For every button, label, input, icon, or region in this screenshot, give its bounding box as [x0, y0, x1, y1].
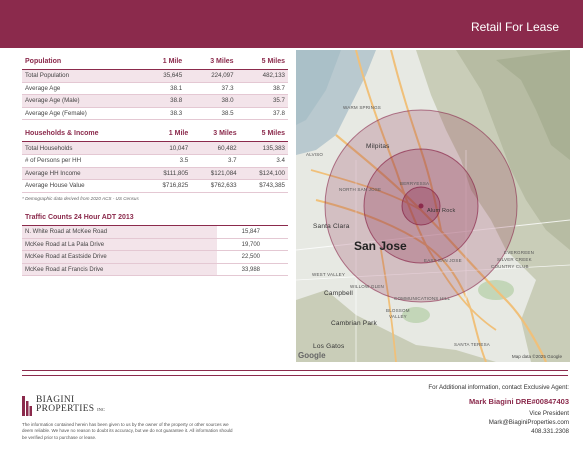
- map-label: Cambrian Park: [331, 320, 377, 327]
- traffic-table: N. White Road at McKee Road 15,847 McKee…: [22, 225, 288, 277]
- google-logo: Google: [298, 351, 326, 360]
- table-row: Average HH Income $111,805 $121,084 $124…: [22, 167, 288, 181]
- company-logo: BIAGINI PROPERTIES INC: [22, 394, 132, 418]
- agent-email[interactable]: Mark@BiaginiProperties.com: [488, 419, 569, 426]
- freeway-17: [380, 249, 397, 362]
- col-1-mile: 1 Mile: [140, 58, 186, 70]
- contact-intro: For Additional information, contact Excl…: [428, 384, 569, 391]
- col-5-miles: 5 Miles: [236, 58, 288, 70]
- map-label: WEST VALLEY: [312, 272, 346, 277]
- logo-mark-icon: [22, 396, 32, 416]
- col-3-miles: 3 Miles: [185, 58, 237, 70]
- map-label: SILVER CREEK: [497, 257, 532, 262]
- map-label: San Jose: [354, 239, 407, 253]
- map-label: SANTA TERESA: [454, 342, 490, 347]
- map-label: VALLEY: [389, 314, 407, 319]
- table-row: Average House Value $716,825 $762,633 $7…: [22, 179, 288, 193]
- table-row: N. White Road at McKee Road 15,847: [22, 225, 288, 239]
- header-band: Retail For Lease: [0, 0, 583, 48]
- map-label: Milpitas: [366, 143, 390, 150]
- map-graphic: [296, 50, 570, 362]
- map-label: Campbell: [324, 290, 354, 297]
- table-row: Total Population 35,645 224,097 482,133: [22, 69, 288, 83]
- table-row: Total Households 10,047 60,482 135,383: [22, 141, 288, 155]
- logo-line2: PROPERTIES INC: [36, 404, 105, 414]
- table-row: Average Age (Female) 38.3 38.5 37.8: [22, 107, 288, 121]
- map-label: COMMUNICATIONS HILL: [394, 296, 451, 301]
- census-footnote: * Demographic data derived from 2020 ACS…: [22, 195, 139, 201]
- map-label: EVERGREEN: [504, 250, 535, 255]
- col-1-mile: 1 Mile: [142, 130, 192, 143]
- map-label: WILLOW GLEN: [350, 284, 384, 289]
- map-label: Los Gatos: [313, 343, 345, 350]
- demographics-panel: Population 1 Mile 3 Miles 5 Miles Total …: [22, 58, 288, 277]
- freeway-680: [390, 50, 442, 231]
- footer-divider: [22, 370, 568, 376]
- map-label: BLOSSOM: [386, 308, 410, 313]
- table-row: McKee Road at La Pala Drive 19,700: [22, 238, 288, 252]
- map-label: BERRYESSA: [400, 181, 430, 186]
- disclaimer: The information contained herein has bee…: [22, 422, 233, 440]
- park: [402, 307, 430, 323]
- map-label: Alum Rock: [427, 208, 456, 214]
- bay-water-deep: [296, 50, 341, 125]
- agent-phone[interactable]: 408.331.2308: [531, 428, 569, 435]
- map-label: ALVISO: [306, 152, 324, 157]
- east-hills-peak: [496, 50, 570, 160]
- map-label: Santa Clara: [313, 223, 350, 230]
- map-label: NORTH SAN JOSE: [339, 187, 382, 192]
- agent-name: Mark Biagini DRE#00847403: [468, 397, 569, 406]
- page-title: Retail For Lease: [470, 20, 559, 34]
- table-row: McKee Road at Eastside Drive 22,500: [22, 250, 288, 264]
- table-row: Average Age (Male) 38.8 38.0 35.7: [22, 94, 288, 108]
- map-label: WARM SPRINGS: [343, 105, 381, 110]
- households-table: Households & Income 1 Mile 3 Miles 5 Mil…: [22, 130, 288, 193]
- table-row: McKee Road at Francis Drive 33,988: [22, 263, 288, 277]
- map-attribution[interactable]: Map data ©2025 Google: [511, 354, 562, 359]
- table-row: Average Age 38.1 37.3 38.7: [22, 82, 288, 96]
- freeway-880: [355, 50, 427, 246]
- location-map[interactable]: WARM SPRINGS Milpitas ALVISO NORTH SAN J…: [296, 50, 570, 362]
- logo-line1: BIAGINI: [36, 395, 75, 405]
- freeway-87: [425, 244, 497, 331]
- col-5-miles: 5 Miles: [239, 130, 288, 143]
- population-heading: Population: [22, 58, 141, 70]
- population-table: Population 1 Mile 3 Miles 5 Miles Total …: [22, 58, 288, 121]
- agent-title: Vice President: [529, 410, 569, 417]
- table-row: # of Persons per HH 3.5 3.7 3.4: [22, 154, 288, 168]
- contact-block: For Additional information, contact Excl…: [428, 384, 569, 436]
- map-label: EAST SAN JOSE: [424, 258, 462, 263]
- site-marker: [418, 203, 424, 209]
- freeway-237: [310, 169, 422, 211]
- southwest-hills: [296, 290, 496, 362]
- households-heading: Households & Income: [22, 130, 143, 143]
- traffic-heading: Traffic Counts 24 Hour ADT 2013: [22, 214, 288, 226]
- map-label: COUNTRY CLUB: [491, 264, 529, 269]
- col-3-miles: 3 Miles: [191, 130, 240, 143]
- freeway-280: [315, 199, 487, 362]
